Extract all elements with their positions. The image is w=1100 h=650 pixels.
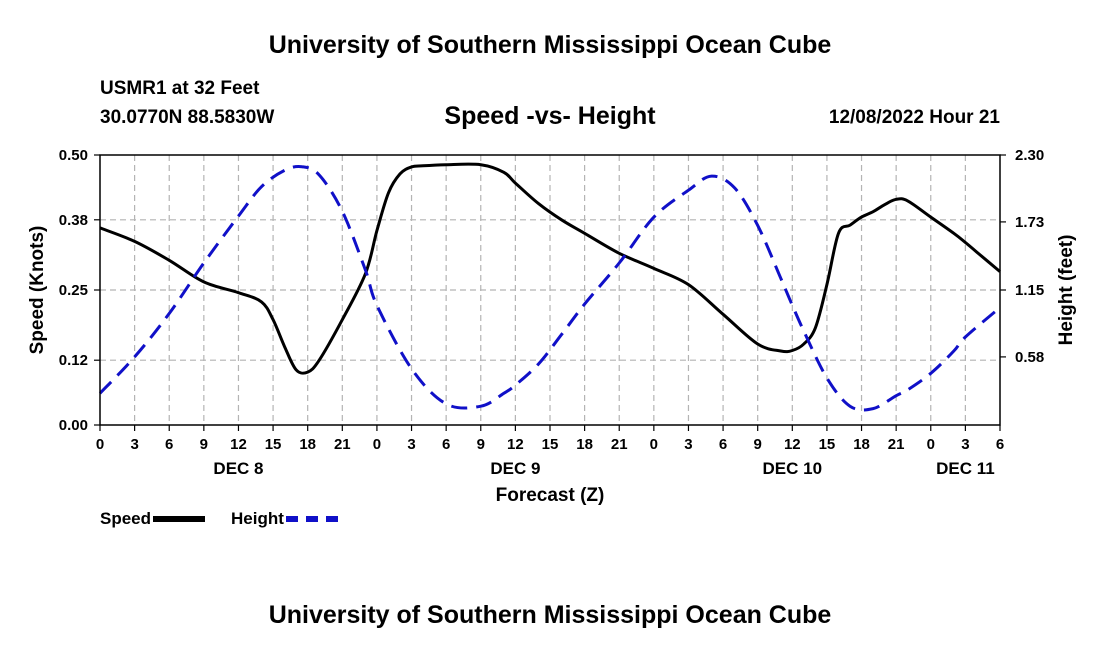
x-tick-label: 18: [576, 436, 593, 453]
legend-height: Height: [231, 509, 338, 529]
x-day-label: DEC 9: [490, 459, 540, 478]
x-tick-label: 12: [230, 436, 247, 453]
page-title: University of Southern Mississippi Ocean…: [268, 31, 832, 59]
x-tick-label: 0: [650, 436, 658, 453]
legend-height-swatch: [285, 516, 338, 522]
x-tick-label: 21: [334, 436, 351, 453]
x-tick-label: 3: [407, 436, 415, 453]
y-tick-label: 0.12: [59, 352, 88, 369]
x-tick-label: 18: [853, 436, 870, 453]
forecast-timestamp: 12/08/2022 Hour 21: [828, 107, 1000, 128]
x-tick-label: 6: [719, 436, 727, 453]
y2-axis-label: Height (feet): [1056, 235, 1077, 346]
chart-grid: [100, 155, 1000, 425]
x-tick-label: 15: [542, 436, 559, 453]
y2-tick-label: 0.58: [1015, 349, 1044, 366]
legend-height-label: Height: [231, 509, 284, 528]
legend-speed-label: Speed: [100, 509, 152, 528]
chart-title: Speed -vs- Height: [444, 102, 656, 130]
x-tick-label: 9: [200, 436, 208, 453]
y2-tick-label: 1.73: [1015, 214, 1044, 231]
legend-speed-swatch: [153, 516, 206, 522]
x-tick-label: 3: [130, 436, 138, 453]
y-tick-label: 0.25: [59, 282, 88, 299]
x-tick-label: 6: [442, 436, 450, 453]
x-tick-label: 21: [611, 436, 628, 453]
x-tick-label: 12: [507, 436, 524, 453]
x-tick-label: 12: [784, 436, 801, 453]
y-tick-label: 0.50: [59, 147, 88, 164]
x-tick-label: 9: [754, 436, 762, 453]
x-tick-label: 3: [684, 436, 692, 453]
x-tick-label: 18: [299, 436, 316, 453]
x-tick-label: 6: [996, 436, 1004, 453]
y2-tick-label: 1.15: [1015, 282, 1044, 299]
y-axis-label: Speed (Knots): [27, 226, 48, 355]
footer-title: University of Southern Mississippi Ocean…: [268, 601, 832, 629]
y-tick-label: 0.00: [59, 417, 88, 434]
y2-tick-label: 2.30: [1015, 147, 1044, 164]
x-tick-label: 15: [819, 436, 836, 453]
chart-axes: 0 3 6 9 12 15 18 21 0 3 6 9 12 15 18 21 0 3 6 9 12 15 18 21 0 3 6 0…: [59, 147, 1044, 478]
x-axis-label: Forecast (Z): [496, 485, 605, 506]
x-tick-label: 3: [961, 436, 969, 453]
series-line-speed: [99, 162, 1001, 375]
chart-series: [98, 162, 1001, 412]
y-tick-label: 0.38: [59, 212, 88, 229]
x-day-label: DEC 10: [763, 459, 823, 478]
x-day-label: DEC 11: [936, 459, 995, 478]
x-tick-label: 6: [165, 436, 173, 453]
x-tick-label: 21: [888, 436, 905, 453]
x-day-label: DEC 8: [213, 459, 263, 478]
station-coordinates: 30.0770N 88.5830W: [100, 107, 275, 128]
x-tick-label: 15: [265, 436, 282, 453]
legend-speed: Speed: [100, 509, 206, 529]
x-tick-label: 0: [96, 436, 104, 453]
x-tick-label: 9: [477, 436, 485, 453]
series-line-height: [98, 164, 1001, 412]
station-label: USMR1 at 32 Feet: [100, 78, 260, 99]
x-tick-label: 0: [927, 436, 935, 453]
x-tick-label: 0: [373, 436, 381, 453]
